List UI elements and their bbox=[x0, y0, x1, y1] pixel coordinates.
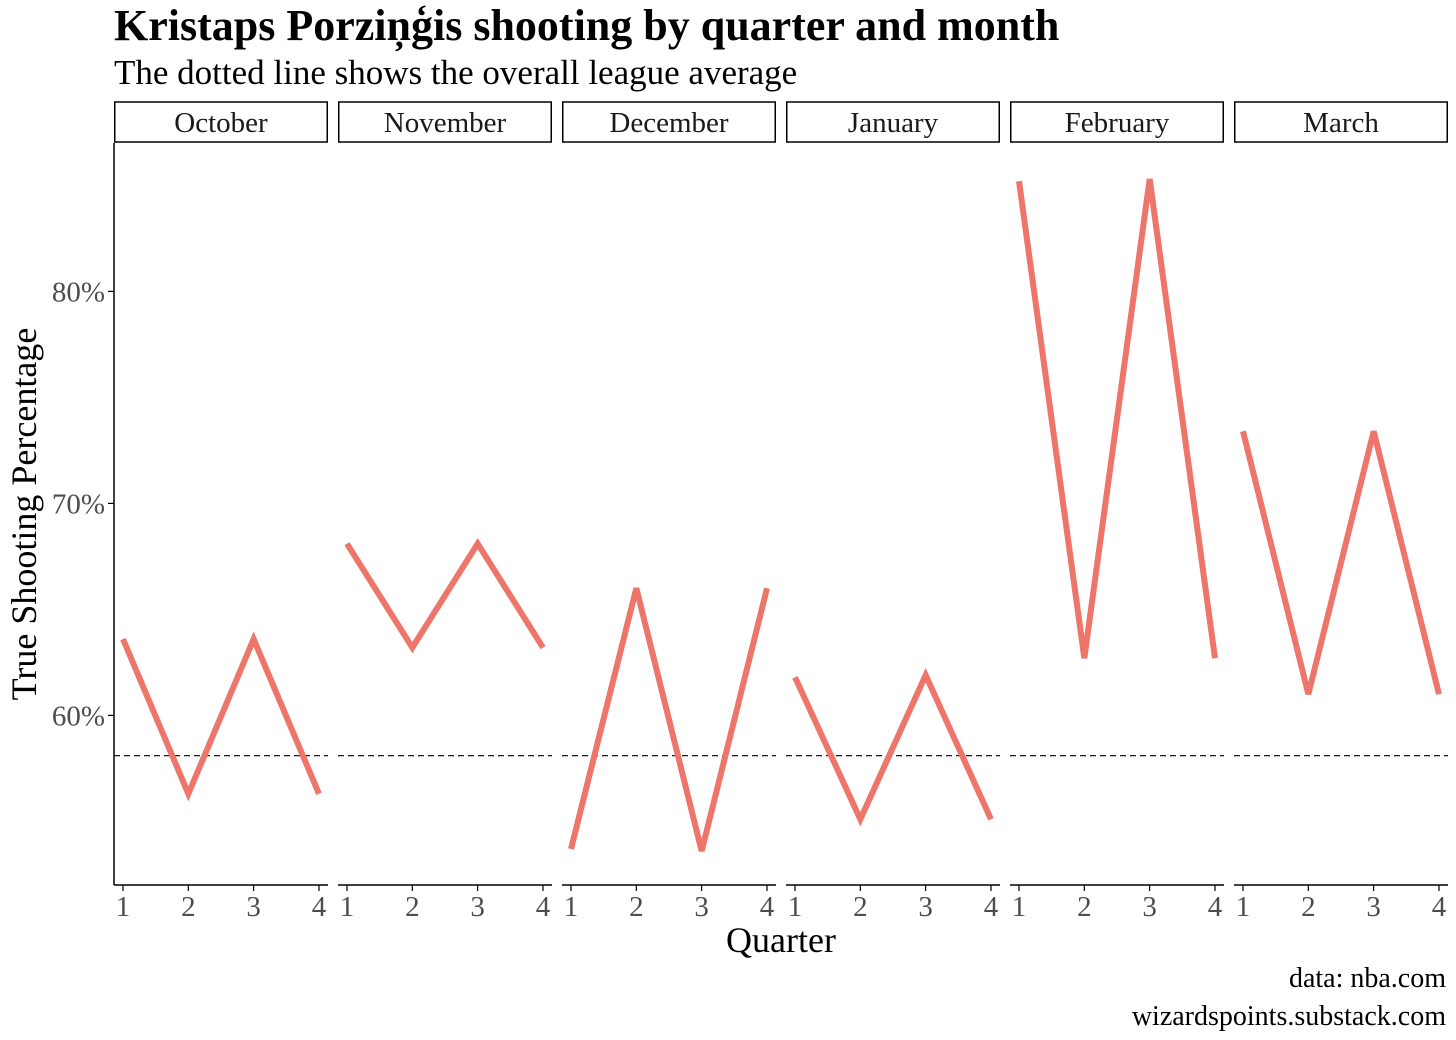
x-tick-label: 3 bbox=[694, 891, 709, 923]
facet-strip bbox=[338, 101, 552, 143]
x-tick-label: 3 bbox=[1366, 891, 1381, 923]
facet-strip bbox=[1234, 101, 1448, 143]
x-tick-label: 1 bbox=[1012, 891, 1027, 923]
y-axis: 60% 70% 80% bbox=[52, 276, 114, 732]
x-tick-label: 1 bbox=[1236, 891, 1251, 923]
facet-strip-label: October bbox=[174, 107, 268, 139]
x-tick-label: 4 bbox=[760, 891, 775, 923]
x-tick-label: 3 bbox=[1142, 891, 1157, 923]
series-line bbox=[1016, 178, 1218, 659]
facet-panel-march: March 1 2 3 4 bbox=[1234, 101, 1448, 923]
facet-panel-november: November 1 2 3 4 bbox=[338, 101, 552, 923]
x-tick-label: 1 bbox=[788, 891, 803, 923]
series-line bbox=[1240, 430, 1442, 695]
x-tick-label: 4 bbox=[312, 891, 327, 923]
x-tick-label: 3 bbox=[918, 891, 933, 923]
y-tick-label: 70% bbox=[52, 488, 105, 520]
chart-title: Kristaps Porziņģis shooting by quarter a… bbox=[114, 1, 1059, 52]
x-tick-label: 4 bbox=[984, 891, 999, 923]
x-tick-label: 4 bbox=[536, 891, 551, 923]
facet-strip-label: November bbox=[384, 107, 507, 139]
facet-panel-october: October 1 2 3 4 bbox=[114, 101, 328, 923]
y-tick-label: 80% bbox=[52, 276, 105, 308]
series-line bbox=[120, 631, 322, 802]
x-tick-label: 2 bbox=[629, 891, 644, 923]
y-tick-label: 60% bbox=[52, 700, 105, 732]
facet-panel-december: December 1 2 3 4 bbox=[562, 101, 776, 923]
facet-panel-january: January 1 2 3 4 bbox=[786, 101, 1000, 923]
y-axis-label: True Shooting Percentage bbox=[4, 328, 44, 701]
x-tick-label: 4 bbox=[1432, 891, 1447, 923]
x-tick-label: 1 bbox=[340, 891, 355, 923]
facet-strip-label: March bbox=[1303, 107, 1379, 139]
facet-strip bbox=[114, 101, 328, 143]
x-tick-label: 1 bbox=[564, 891, 579, 923]
x-tick-label: 2 bbox=[1077, 891, 1092, 923]
x-tick-label: 2 bbox=[1301, 891, 1316, 923]
facet-strip-label: December bbox=[609, 107, 728, 139]
series-line bbox=[568, 587, 770, 852]
caption-source: data: nba.com bbox=[1289, 963, 1446, 994]
x-tick-label: 1 bbox=[116, 891, 131, 923]
facet-panel-february: February 1 2 3 4 bbox=[1010, 101, 1224, 923]
caption-site: wizardspoints.substack.com bbox=[1132, 1001, 1446, 1032]
series-line bbox=[792, 667, 994, 827]
x-axis-label: Quarter bbox=[726, 920, 836, 960]
x-tick-label: 2 bbox=[181, 891, 196, 923]
x-tick-label: 3 bbox=[246, 891, 261, 923]
facet-strip bbox=[786, 101, 1000, 143]
x-tick-label: 4 bbox=[1208, 891, 1223, 923]
facet-strip bbox=[1010, 101, 1224, 143]
x-tick-label: 2 bbox=[405, 891, 420, 923]
chart-subtitle: The dotted line shows the overall league… bbox=[114, 53, 797, 92]
x-tick-label: 3 bbox=[470, 891, 485, 923]
facet-strip bbox=[562, 101, 776, 143]
x-tick-label: 2 bbox=[853, 891, 868, 923]
series-line bbox=[344, 538, 546, 654]
facet-strip-label: January bbox=[848, 107, 939, 139]
facet-strip-label: February bbox=[1065, 107, 1170, 139]
